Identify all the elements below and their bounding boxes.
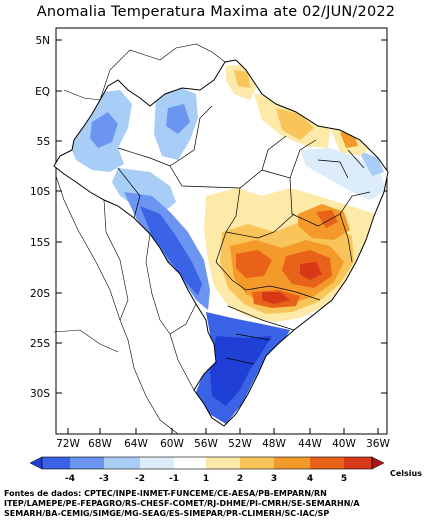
map-title: Anomalia Temperatura Maxima ate 02/JUN/2… bbox=[36, 4, 396, 20]
lat-label-25s: 25S bbox=[30, 338, 50, 350]
lat-label-10s: 10S bbox=[30, 186, 50, 198]
footer-line: Fontes de dados: CPTEC/INPE-INMET-FUNCEM… bbox=[4, 489, 327, 498]
lat-label-5s: 5S bbox=[37, 136, 51, 148]
axes-frame bbox=[55, 27, 388, 435]
lon-label-44w: 44W bbox=[298, 438, 322, 450]
colorbar-label-5: 5 bbox=[341, 474, 347, 484]
colorbar: -4 -3 -2 -1 1 2 3 4 5 bbox=[29, 456, 385, 484]
lon-label-52w: 52W bbox=[228, 438, 252, 450]
colorbar-label-2: 2 bbox=[237, 474, 243, 484]
colorbar-unit: Celsius bbox=[390, 469, 422, 478]
colorbar-label-1: 1 bbox=[203, 474, 209, 484]
state-borders bbox=[117, 105, 371, 365]
lon-label-36w: 36W bbox=[366, 438, 390, 450]
lon-label-40w: 40W bbox=[332, 438, 356, 450]
footer-line: SEMARH/BA-CEMIG/SIMGE/MG-SEAG/ES-SIMEPAR… bbox=[4, 509, 330, 518]
lon-label-68w: 68W bbox=[88, 438, 112, 450]
lat-label-eq: EQ bbox=[35, 86, 50, 98]
brazil-outline bbox=[53, 59, 389, 427]
data-sources-footer: Fontes de dados: CPTEC/INPE-INMET-FUNCEM… bbox=[4, 489, 430, 519]
lat-label-20s: 20S bbox=[30, 288, 50, 300]
lon-label-64w: 64W bbox=[124, 438, 148, 450]
anomaly-field bbox=[54, 60, 388, 426]
colorbar-label-minus2: -2 bbox=[135, 474, 145, 484]
lon-label-72w: 72W bbox=[56, 438, 80, 450]
x-axis-labels: 72W 68W 64W 60W 56W 52W 48W 44W 40W 36W bbox=[56, 438, 390, 450]
lon-label-48w: 48W bbox=[262, 438, 286, 450]
y-axis-labels: 5N EQ 5S 10S 15S 20S 25S 30S bbox=[30, 35, 50, 400]
colorbar-label-minus3: -3 bbox=[99, 474, 109, 484]
colorbar-label-minus4: -4 bbox=[65, 474, 75, 484]
footer-line: ITEP/LAMEPE/PE-FEPAGRO/RS-CHESF-COMET/RJ… bbox=[4, 499, 360, 508]
lon-label-56w: 56W bbox=[194, 438, 218, 450]
lon-label-60w: 60W bbox=[160, 438, 184, 450]
colorbar-label-4: 4 bbox=[307, 474, 313, 484]
lat-label-5n: 5N bbox=[35, 35, 50, 47]
lat-label-30s: 30S bbox=[30, 388, 50, 400]
lat-label-15s: 15S bbox=[30, 237, 50, 249]
neighbor-borders bbox=[53, 43, 226, 435]
colorbar-label-3: 3 bbox=[271, 474, 277, 484]
colorbar-label-minus1: -1 bbox=[169, 474, 179, 484]
